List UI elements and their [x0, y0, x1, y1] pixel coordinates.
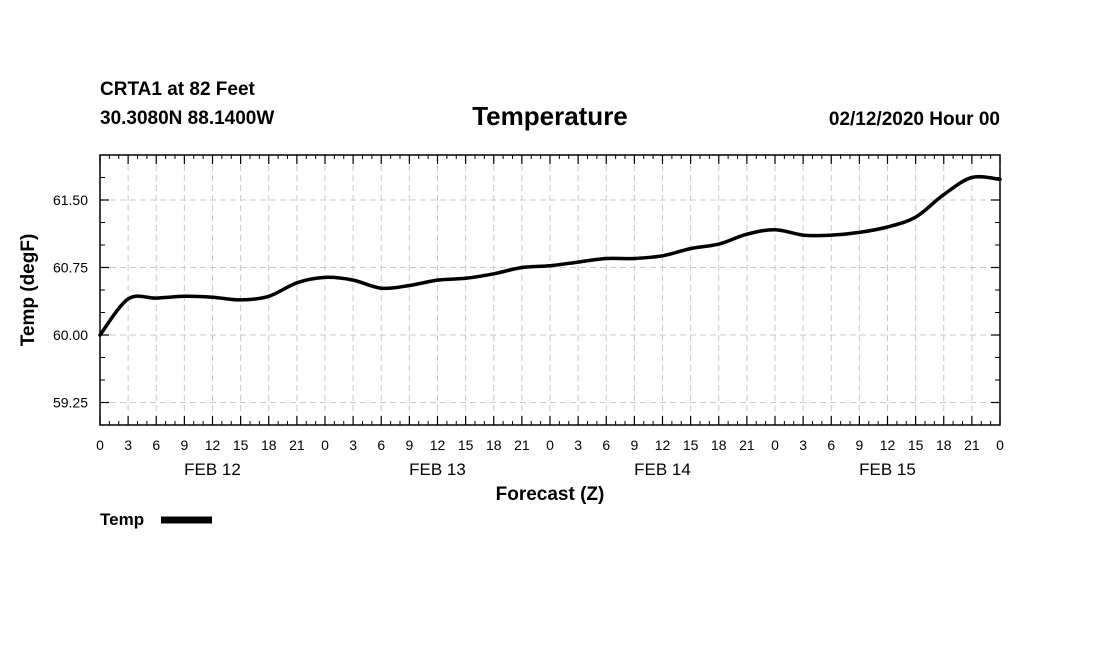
x-tick-label: 18 [936, 437, 952, 453]
x-tick-label: 0 [771, 437, 779, 453]
x-tick-label: 0 [321, 437, 329, 453]
x-tick-label: 3 [349, 437, 357, 453]
x-tick-label: 6 [602, 437, 610, 453]
x-tick-label: 15 [233, 437, 249, 453]
x-tick-label: 3 [124, 437, 132, 453]
x-tick-label: 9 [405, 437, 413, 453]
x-tick-label: 6 [827, 437, 835, 453]
x-tick-label: 9 [180, 437, 188, 453]
x-tick-label: 18 [486, 437, 502, 453]
x-tick-label: 0 [996, 437, 1004, 453]
x-tick-label: 18 [261, 437, 277, 453]
y-tick-label: 60.00 [53, 327, 88, 343]
location-label: 30.3080N 88.1400W [100, 108, 274, 129]
x-tick-label: 12 [655, 437, 671, 453]
x-tick-label: 9 [855, 437, 863, 453]
date-label: FEB 13 [409, 460, 466, 479]
x-tick-label: 15 [908, 437, 924, 453]
legend-label: Temp [100, 510, 144, 529]
station-label: CRTA1 at 82 Feet [100, 79, 256, 100]
x-tick-label: 6 [377, 437, 385, 453]
x-tick-label: 21 [739, 437, 755, 453]
y-tick-label: 60.75 [53, 260, 88, 276]
x-axis-title: Forecast (Z) [496, 484, 605, 505]
x-tick-label: 12 [880, 437, 896, 453]
y-axis-title: Temp (degF) [18, 234, 39, 347]
x-tick-label: 21 [964, 437, 980, 453]
y-tick-labels: 61.50 60.75 60.00 59.25 [53, 192, 88, 411]
date-label: FEB 14 [634, 460, 691, 479]
x-tick-label: 3 [799, 437, 807, 453]
chart-title: Temperature [472, 101, 628, 131]
x-tick-label: 21 [289, 437, 305, 453]
x-tick-label: 6 [152, 437, 160, 453]
x-tick-label: 0 [546, 437, 554, 453]
run-time-label: 02/12/2020 Hour 00 [829, 109, 1000, 130]
y-tick-label: 59.25 [53, 395, 88, 411]
plot-frame [99, 154, 1001, 426]
x-tick-label: 0 [96, 437, 104, 453]
series-line-temp [98, 174, 1002, 337]
x-tick-label: 12 [430, 437, 446, 453]
date-label: FEB 12 [184, 460, 241, 479]
y-tick-label: 61.50 [53, 192, 88, 208]
date-labels: FEB 12 FEB 13 FEB 14 FEB 15 [184, 460, 916, 479]
x-tick-labels: 0 3 6 9 12 15 18 21 0 3 6 9 12 15 18 21 0 3 6 9 12 15 18 21 0 3 6 9… [96, 437, 1004, 453]
x-tick-label: 18 [711, 437, 727, 453]
x-tick-label: 15 [458, 437, 474, 453]
x-tick-label: 15 [683, 437, 699, 453]
x-tick-label: 12 [205, 437, 221, 453]
x-tick-label: 3 [574, 437, 582, 453]
grid-lines [100, 155, 1000, 425]
date-label: FEB 15 [859, 460, 916, 479]
x-tick-label: 21 [514, 437, 530, 453]
x-tick-label: 9 [630, 437, 638, 453]
